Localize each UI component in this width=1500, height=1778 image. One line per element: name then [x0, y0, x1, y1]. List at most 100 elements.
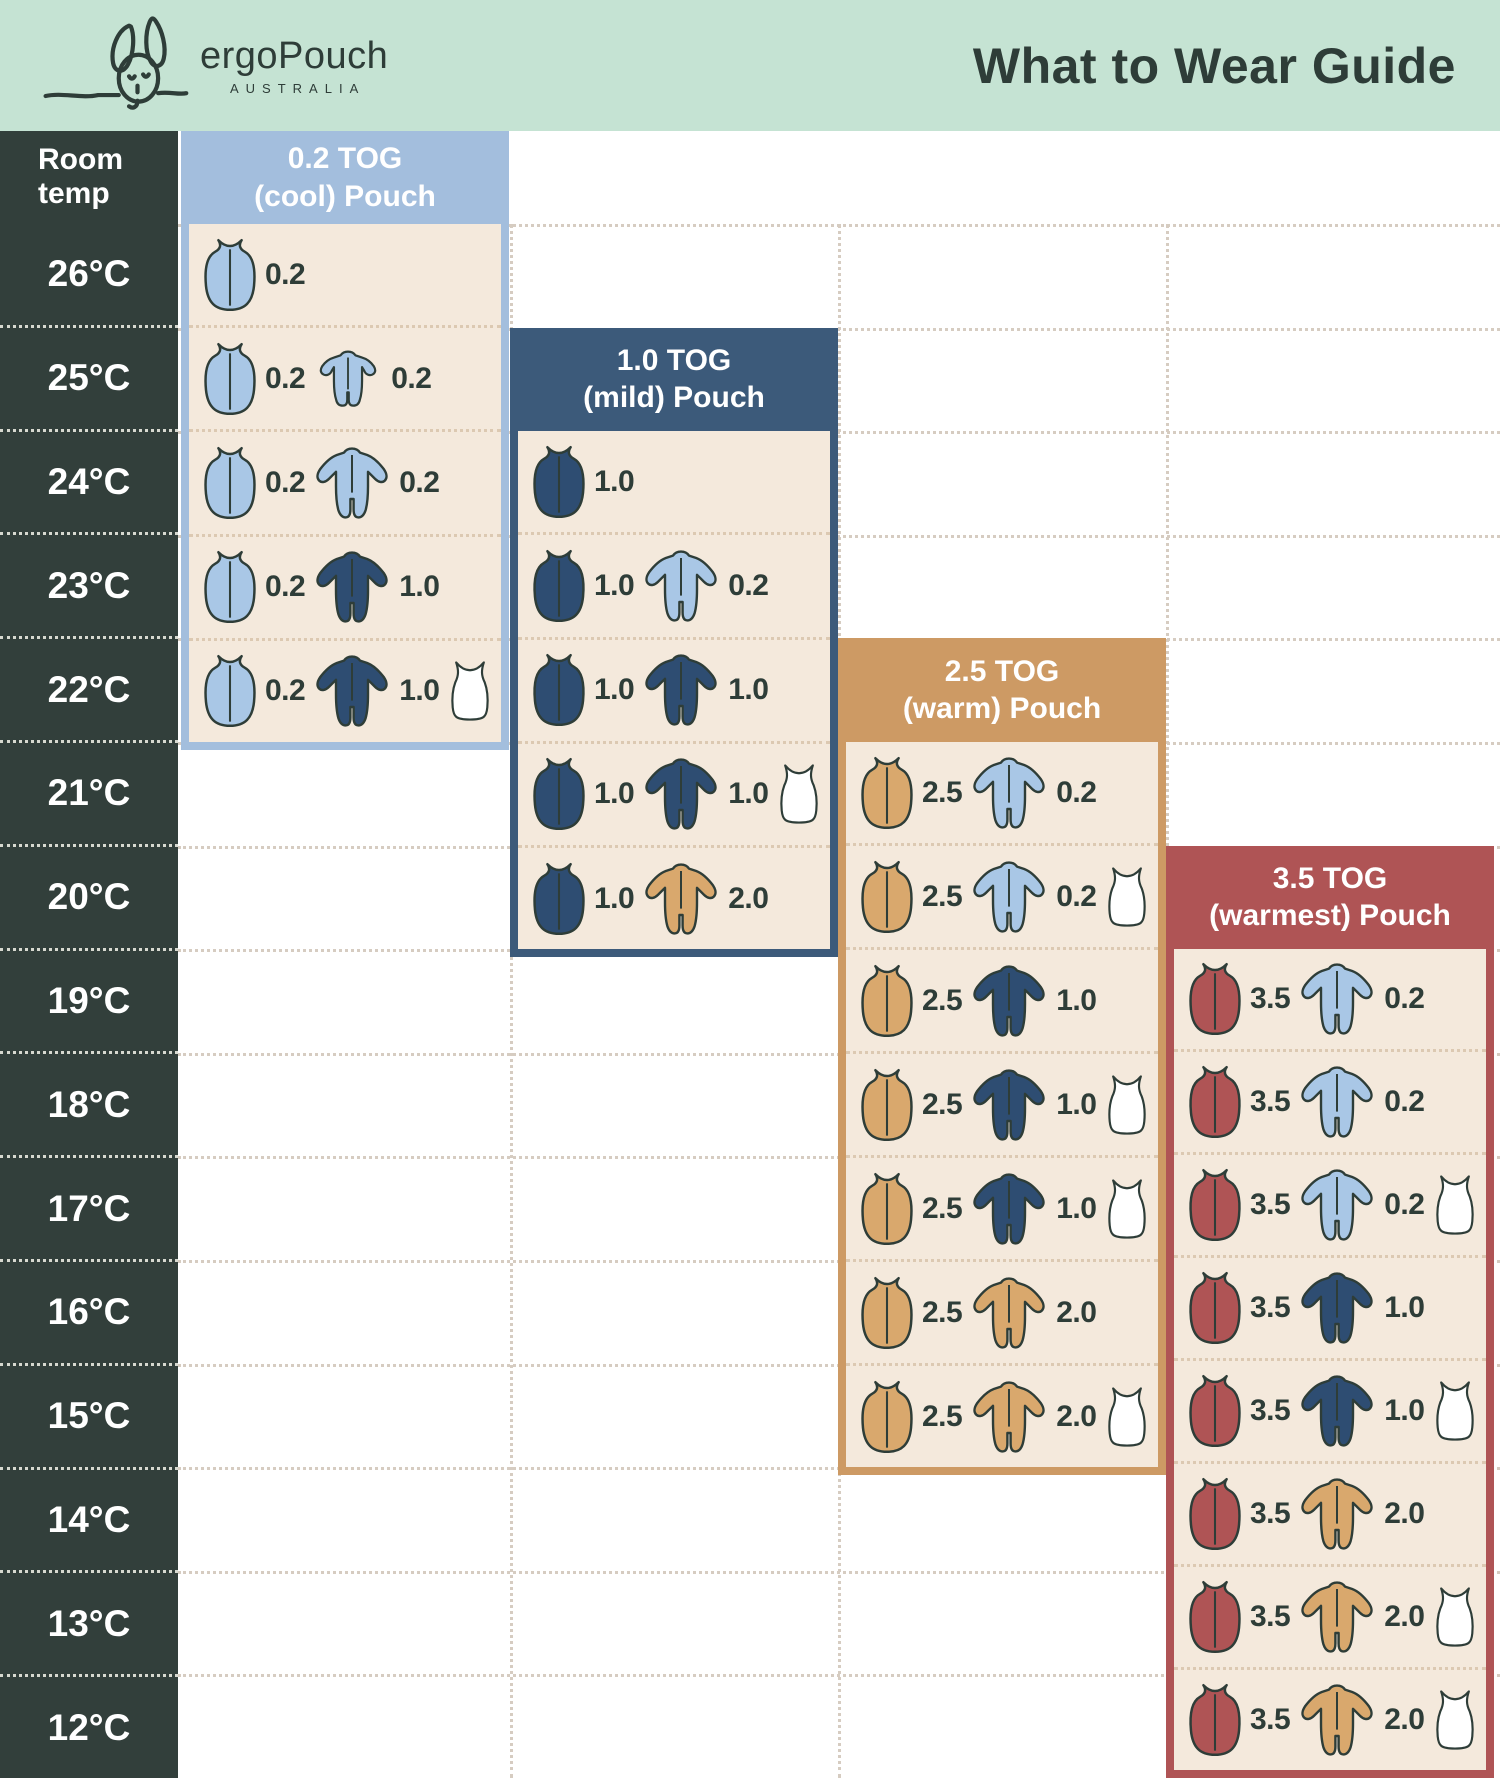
pouch-item	[858, 963, 916, 1039]
guide-row-tog-2-5-18c: 2.5 1.0	[846, 1051, 1158, 1155]
singlet-icon	[1108, 1074, 1147, 1135]
guide-row-tog-2-5-17c: 2.5 1.0	[846, 1155, 1158, 1259]
pouch-item	[530, 652, 588, 728]
pouch-icon	[1189, 1477, 1241, 1551]
panel-tog-2-5: 2.5 TOG (warm) Pouch 2.5 0.2 2.5 0.2 2.5…	[838, 638, 1166, 1476]
guide-row-tog-3-5-16c: 3.5 1.0	[1174, 1255, 1486, 1358]
tog-value: 0.2	[1056, 879, 1097, 913]
onesie-item	[640, 546, 722, 626]
guide-row-tog-1-0-22c: 1.0 1.0	[518, 636, 830, 741]
pouch-icon	[1189, 1683, 1241, 1756]
tog-value: 2.5	[922, 1399, 963, 1433]
guide-row-tog-0-2-23c: 0.2 1.0	[189, 533, 501, 638]
panel-body-tog-1-0: 1.0 1.0 0.2 1.0 1.0 1.0 1.0 1.0 2.0	[518, 431, 830, 950]
onesie-item	[640, 859, 722, 939]
pouch-icon	[533, 758, 585, 831]
brand-country: AUSTRALIA	[230, 81, 366, 96]
guide-row-tog-3-5-19c: 3.5 0.2	[1174, 949, 1486, 1049]
tog-value: 0.2	[265, 466, 306, 499]
tog-value: 0.2	[399, 466, 440, 499]
panel-body-tog-0-2: 0.2 0.2 0.2 0.2 0.2 0.2 1.0 0.2 1.0	[189, 224, 501, 742]
singlet-item	[1430, 1379, 1480, 1443]
guide-row-tog-2-5-19c: 2.5 1.0	[846, 947, 1158, 1051]
pouch-icon	[533, 549, 585, 623]
onesie-icon	[1301, 963, 1373, 1035]
onesie-icon	[645, 758, 717, 830]
singlet-item	[1102, 865, 1152, 929]
onesie-item	[1296, 959, 1378, 1039]
onesie-item	[968, 1377, 1050, 1457]
tog-value: 1.0	[594, 568, 635, 602]
singlet-icon	[1436, 1690, 1475, 1750]
pouch-item	[858, 1379, 916, 1455]
brand-text: ergoPouch AUSTRALIA	[200, 35, 388, 96]
panel-title-line2: (cool) Pouch	[254, 179, 436, 213]
pouch-icon	[861, 1276, 913, 1349]
tog-value: 2.0	[728, 881, 769, 915]
tog-value: 1.0	[1384, 1394, 1425, 1428]
panel-tog-0-2: 0.2 TOG (cool) Pouch 0.2 0.2 0.2 0.2 0.2…	[181, 131, 509, 750]
tog-value: 3.5	[1250, 1085, 1291, 1119]
onesie-icon	[645, 654, 717, 726]
pouch-item	[201, 341, 259, 417]
tog-value: 3.5	[1250, 1497, 1291, 1531]
tog-value: 3.5	[1250, 1702, 1291, 1736]
pouch-icon	[204, 446, 256, 520]
onesie-icon	[1301, 1478, 1373, 1550]
tog-value: 2.0	[1056, 1295, 1097, 1329]
tog-value: 0.2	[265, 570, 306, 604]
tog-value: 3.5	[1250, 1291, 1291, 1325]
guide-row-tog-2-5-16c: 2.5 2.0	[846, 1259, 1158, 1363]
tog-value: 3.5	[1250, 982, 1291, 1016]
pouch-icon	[1189, 1272, 1241, 1345]
room-temp-label: 14°C	[0, 1466, 178, 1571]
onesie-item	[1296, 1371, 1378, 1451]
singlet-item	[1430, 1585, 1480, 1649]
tog-value: 1.0	[728, 673, 769, 707]
tog-value: 3.5	[1250, 1394, 1291, 1428]
room-temp-column: Room temp 26°C 25°C 24°C 23°C 22°C 21°C 20°C 19…	[0, 131, 178, 1778]
onesie-icon	[1301, 1272, 1373, 1344]
pouch-icon	[1189, 1169, 1241, 1242]
tog-value: 2.0	[1384, 1599, 1425, 1633]
brand-logo: ergoPouch AUSTRALIA	[40, 10, 388, 122]
onesie-icon	[973, 860, 1045, 933]
singlet-icon	[780, 764, 819, 825]
tog-value: 3.5	[1250, 1599, 1291, 1633]
panel-title-line2: (warmest) Pouch	[1209, 899, 1451, 933]
pouch-item	[530, 444, 588, 520]
pouch-icon	[204, 238, 256, 311]
guide-row-tog-0-2-22c: 0.2 1.0	[189, 637, 501, 742]
onesie-icon	[973, 1381, 1045, 1453]
room-temp-label: 20°C	[0, 843, 178, 948]
romper-icon	[319, 350, 377, 407]
panel-title-tog-1-0: 1.0 TOG (mild) Pouch	[510, 328, 838, 432]
onesie-item	[640, 754, 722, 834]
singlet-icon	[1436, 1381, 1475, 1441]
brand-name: ergoPouch	[200, 35, 389, 77]
pouch-icon	[861, 1380, 913, 1453]
singlet-item	[445, 659, 495, 723]
pouch-item	[1186, 1064, 1244, 1140]
panel-title-line1: 0.2 TOG	[287, 142, 403, 175]
guide-row-tog-1-0-20c: 1.0 2.0	[518, 845, 830, 949]
onesie-item	[968, 961, 1050, 1041]
room-temp-label: 26°C	[47, 253, 131, 295]
guide-row-tog-1-0-23c: 1.0 0.2	[518, 532, 830, 636]
guide-row-tog-2-5-21c: 2.5 0.2	[846, 742, 1158, 843]
grid-column-line	[510, 224, 513, 1778]
panel-title-tog-0-2: 0.2 TOG (cool) Pouch	[181, 131, 509, 224]
room-temp-header: Room temp	[38, 143, 123, 210]
onesie-icon	[1301, 1581, 1373, 1653]
singlet-icon	[1108, 1387, 1147, 1447]
onesie-icon	[645, 550, 717, 622]
tog-value: 1.0	[594, 673, 635, 707]
guide-row-tog-1-0-21c: 1.0 1.0	[518, 740, 830, 845]
tog-value: 0.2	[728, 568, 769, 602]
tog-value: 2.5	[922, 775, 963, 809]
onesie-icon	[1301, 1375, 1373, 1447]
singlet-item	[774, 762, 824, 826]
panel-tog-3-5: 3.5 TOG (warmest) Pouch 3.5 0.2 3.5 0.2 …	[1166, 845, 1494, 1778]
singlet-item	[1430, 1173, 1480, 1237]
